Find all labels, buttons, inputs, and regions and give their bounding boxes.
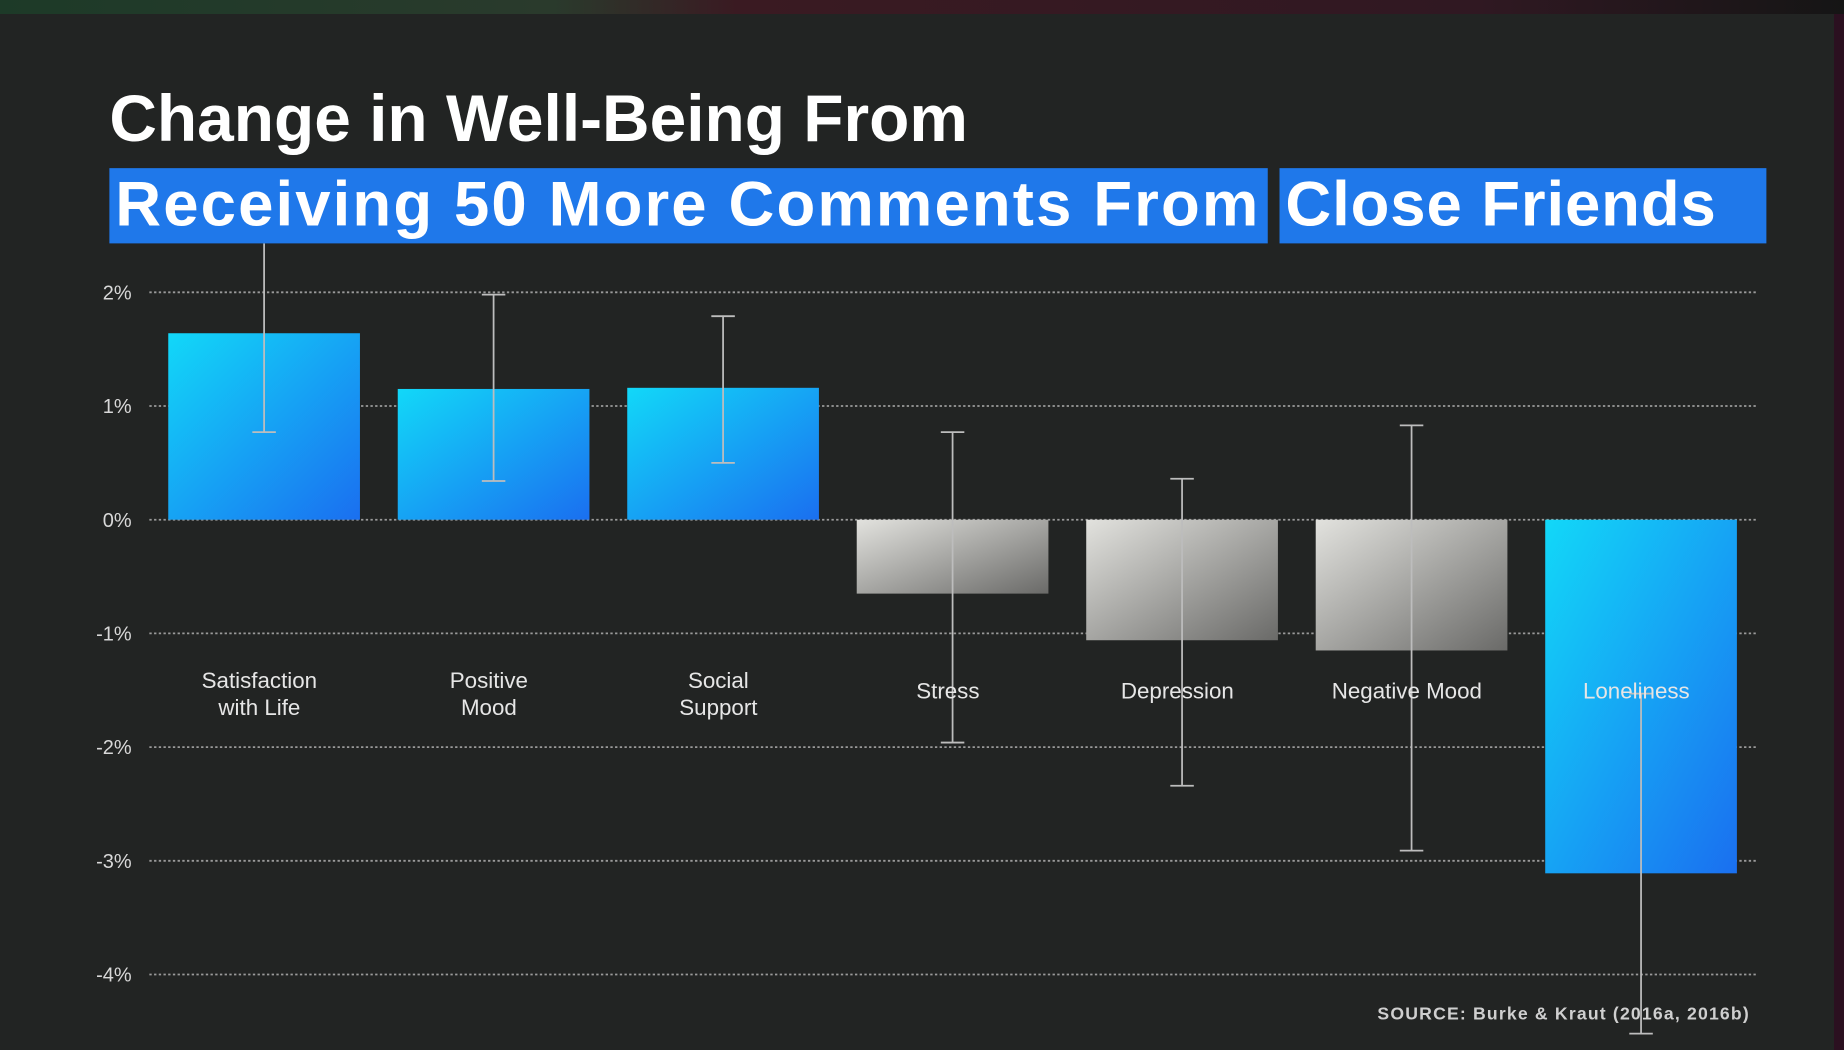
source-note: SOURCE: Burke & Kraut (2016a, 2016b) bbox=[1377, 1003, 1749, 1023]
y-tick-label: -3% bbox=[96, 851, 132, 873]
subtitle-highlight-1 bbox=[109, 168, 1268, 244]
x-category-label: Loneliness bbox=[1583, 678, 1690, 703]
x-category-label: with Life bbox=[217, 695, 300, 720]
x-category-label: Support bbox=[679, 695, 758, 720]
top-strip bbox=[0, 0, 1844, 14]
x-category-label: Depression bbox=[1121, 678, 1234, 703]
x-category-label: Negative Mood bbox=[1332, 678, 1482, 703]
subtitle-highlight-2 bbox=[1279, 168, 1767, 244]
x-category-label: Positive bbox=[450, 668, 528, 693]
y-tick-label: 0% bbox=[103, 510, 132, 532]
x-category-label: Satisfaction bbox=[202, 668, 317, 693]
chart-subtitle-part-1: Receiving 50 More Comments From bbox=[115, 170, 1258, 240]
x-category-label: Stress bbox=[916, 678, 979, 703]
x-category-label: Mood bbox=[461, 695, 517, 720]
y-tick-label: -1% bbox=[96, 623, 132, 645]
right-edge bbox=[1834, 14, 1844, 1050]
y-tick-label: 2% bbox=[103, 282, 132, 304]
y-tick-label: -2% bbox=[96, 737, 132, 759]
chart-title: Change in Well-Being From bbox=[109, 81, 968, 155]
y-tick-label: -4% bbox=[96, 965, 132, 987]
x-category-label: Social bbox=[688, 668, 749, 693]
chart-subtitle-part-2: Close Friends bbox=[1285, 170, 1715, 240]
y-tick-label: 1% bbox=[103, 396, 132, 418]
